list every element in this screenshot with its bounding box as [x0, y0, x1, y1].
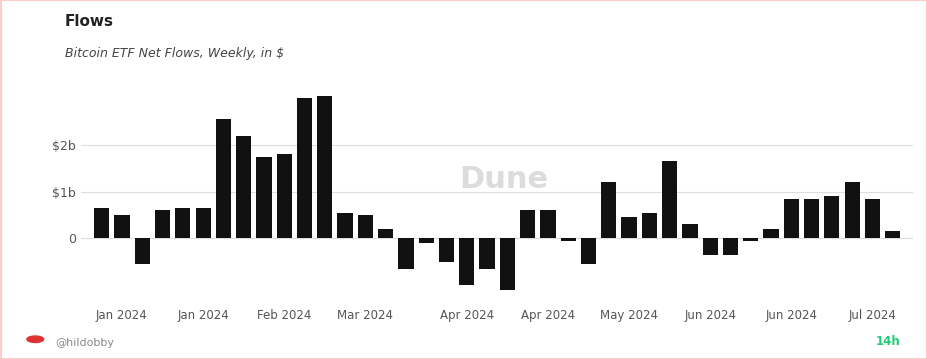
Bar — [884, 232, 899, 238]
Bar — [175, 208, 190, 238]
Bar — [783, 199, 798, 238]
Bar — [743, 238, 757, 241]
Bar — [702, 238, 717, 255]
Bar — [276, 154, 291, 238]
Text: Dune: Dune — [459, 165, 548, 194]
Bar — [681, 224, 697, 238]
Bar — [763, 229, 778, 238]
Text: Flows: Flows — [65, 14, 114, 29]
Bar — [297, 98, 311, 238]
Bar — [438, 238, 453, 262]
Bar — [94, 208, 109, 238]
Bar — [196, 208, 210, 238]
Bar — [540, 210, 555, 238]
Bar — [500, 238, 514, 290]
Text: @hildobby: @hildobby — [56, 338, 115, 348]
Bar — [337, 213, 352, 238]
Bar — [418, 238, 433, 243]
Bar — [661, 162, 677, 238]
Bar — [823, 196, 839, 238]
Bar — [358, 215, 373, 238]
Bar — [803, 199, 819, 238]
Bar — [459, 238, 474, 285]
Bar — [560, 238, 575, 241]
Bar — [621, 218, 636, 238]
Bar — [722, 238, 737, 255]
Bar — [398, 238, 413, 269]
Bar — [377, 229, 393, 238]
Bar — [844, 182, 858, 238]
Bar — [519, 210, 535, 238]
Text: 14h: 14h — [874, 335, 899, 348]
Bar — [216, 119, 231, 238]
Bar — [155, 210, 170, 238]
Bar — [580, 238, 595, 264]
Bar — [601, 182, 616, 238]
Bar — [641, 213, 656, 238]
Bar — [114, 215, 130, 238]
Bar — [134, 238, 150, 264]
Bar — [479, 238, 494, 269]
Text: Bitcoin ETF Net Flows, Weekly, in $: Bitcoin ETF Net Flows, Weekly, in $ — [65, 47, 284, 60]
Bar — [317, 96, 332, 238]
Bar — [235, 136, 251, 238]
Bar — [864, 199, 879, 238]
Bar — [256, 157, 272, 238]
